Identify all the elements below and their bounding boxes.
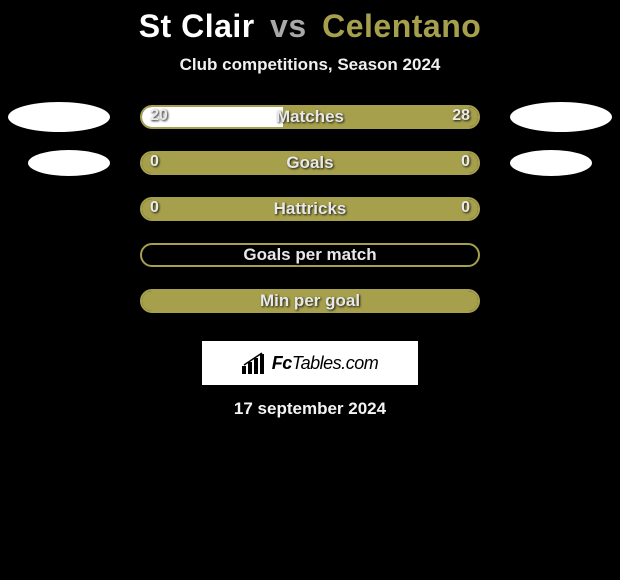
stat-bar-right xyxy=(283,107,478,127)
player1-name: St Clair xyxy=(139,8,255,44)
stat-value-left: 0 xyxy=(150,199,159,217)
stat-bar-track xyxy=(140,243,480,267)
comparison-card: St Clair vs Celentano Club competitions,… xyxy=(0,0,620,580)
avatar xyxy=(510,102,612,132)
stat-bar-track xyxy=(140,197,480,221)
logo-box: FcTables.com xyxy=(202,341,418,385)
avatar xyxy=(510,150,592,176)
logo-text-rest: Tables.com xyxy=(292,353,378,373)
logo-bars-icon xyxy=(242,352,268,374)
stat-row: Min per goal xyxy=(0,289,620,335)
stat-bar-right xyxy=(310,199,478,219)
subtitle: Club competitions, Season 2024 xyxy=(0,55,620,75)
stat-value-right: 0 xyxy=(461,153,470,171)
stat-value-right: 0 xyxy=(461,199,470,217)
date-label: 17 september 2024 xyxy=(0,399,620,419)
player2-name: Celentano xyxy=(322,8,481,44)
stat-bar-right xyxy=(310,153,478,173)
stat-bar-left xyxy=(142,199,310,219)
stat-row: Goals00 xyxy=(0,151,620,197)
page-title: St Clair vs Celentano xyxy=(0,8,620,45)
stat-row: Matches2028 xyxy=(0,105,620,151)
logo-text: FcTables.com xyxy=(272,353,378,374)
avatar xyxy=(28,150,110,176)
stat-value-left: 0 xyxy=(150,153,159,171)
stat-rows: Matches2028Goals00Hattricks00Goals per m… xyxy=(0,105,620,335)
stat-row: Hattricks00 xyxy=(0,197,620,243)
logo: FcTables.com xyxy=(242,352,378,374)
stat-bar-left xyxy=(142,291,310,311)
stat-row: Goals per match xyxy=(0,243,620,289)
title-vs: vs xyxy=(270,8,307,44)
stat-bar-track xyxy=(140,151,480,175)
logo-text-strong: Fc xyxy=(272,353,292,373)
stat-bar-right xyxy=(310,291,478,311)
stat-value-right: 28 xyxy=(452,107,470,125)
avatar xyxy=(8,102,110,132)
stat-value-left: 20 xyxy=(150,107,168,125)
stat-bar-track xyxy=(140,105,480,129)
stat-bar-track xyxy=(140,289,480,313)
stat-bar-left xyxy=(142,153,310,173)
